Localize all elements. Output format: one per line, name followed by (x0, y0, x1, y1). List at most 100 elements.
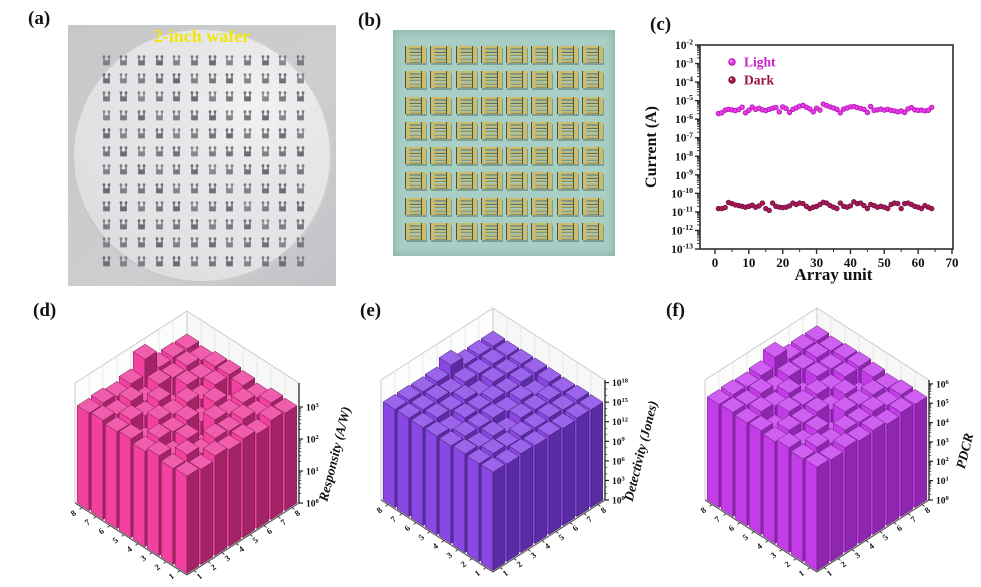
wafer-device (133, 69, 151, 87)
wafer-device (150, 161, 168, 179)
wafer-device (221, 252, 239, 270)
wafer-device (115, 234, 133, 252)
wafer-device (292, 88, 310, 106)
electrode-device (405, 147, 427, 165)
electrode-device (531, 222, 553, 240)
wafer-device (186, 106, 204, 124)
wafer-device (150, 197, 168, 215)
wafer-device (292, 252, 310, 270)
wafer-device (97, 51, 115, 69)
wafer-device (221, 88, 239, 106)
wafer-device (133, 216, 151, 234)
bars-3d (382, 330, 604, 571)
electrode-device (556, 147, 578, 165)
wafer-device (115, 51, 133, 69)
wafer-device (256, 51, 274, 69)
series-light (715, 101, 935, 117)
electrode-device (581, 121, 603, 139)
wafer-device (150, 216, 168, 234)
svg-text:7: 7 (908, 513, 918, 524)
wafer-device (274, 179, 292, 197)
wafer-device (203, 179, 221, 197)
wafer-device (150, 142, 168, 160)
wafer-device (186, 179, 204, 197)
svg-text:7: 7 (82, 516, 92, 527)
wafer-device (133, 161, 151, 179)
wafer-device (221, 197, 239, 215)
wafer-device (186, 124, 204, 142)
svg-text:5: 5 (250, 535, 260, 545)
svg-text:1: 1 (500, 568, 510, 578)
wafer-device (97, 69, 115, 87)
svg-text:4: 4 (236, 543, 246, 554)
electrode-device (581, 96, 603, 114)
electrode-device (506, 46, 528, 64)
wafer-device (150, 88, 168, 106)
electrode-device (506, 96, 528, 114)
wafer-device (256, 252, 274, 270)
wafer-device (186, 216, 204, 234)
electrode-device (556, 96, 578, 114)
svg-text:6: 6 (570, 523, 580, 533)
wafer-device (97, 179, 115, 197)
svg-text:3: 3 (138, 553, 148, 563)
wafer-device (133, 142, 151, 160)
electrode-device (430, 96, 452, 114)
electrode-device (455, 172, 477, 190)
svg-text:6: 6 (96, 526, 106, 536)
wafer-device (150, 234, 168, 252)
electrode-device (531, 121, 553, 139)
wafer-device (239, 106, 257, 124)
wafer-device (97, 142, 115, 160)
electrode-device (405, 46, 427, 64)
wafer-device (221, 216, 239, 234)
svg-text:10-8: 10-8 (675, 149, 693, 163)
wafer-device (256, 124, 274, 142)
electrode-device (405, 71, 427, 89)
svg-text:10-10: 10-10 (671, 186, 693, 200)
wafer-device (115, 179, 133, 197)
wafer-device (221, 69, 239, 87)
wafer-device (203, 124, 221, 142)
electrode-device (480, 46, 502, 64)
electrode-device (581, 71, 603, 89)
svg-text:2: 2 (514, 559, 524, 569)
wafer-device (203, 69, 221, 87)
electrode-device (556, 172, 578, 190)
wafer-device (274, 234, 292, 252)
svg-text:10-3: 10-3 (675, 56, 693, 70)
electrode-device (480, 96, 502, 114)
wafer-device (186, 88, 204, 106)
svg-text:70: 70 (946, 255, 959, 270)
wafer-device (168, 252, 186, 270)
wafer-device (292, 179, 310, 197)
electrode-device (455, 46, 477, 64)
electrode-device (480, 121, 502, 139)
wafer-device (256, 179, 274, 197)
svg-text:1: 1 (166, 571, 176, 581)
svg-text:10-5: 10-5 (675, 93, 693, 107)
svg-text:2: 2 (838, 559, 848, 569)
wafer-device (133, 51, 151, 69)
svg-text:10-9: 10-9 (675, 167, 693, 181)
wafer-device-grid (97, 51, 309, 270)
wafer-device (168, 216, 186, 234)
svg-text:101: 101 (306, 466, 319, 478)
wafer-device (292, 51, 310, 69)
svg-text:4: 4 (124, 543, 134, 554)
wafer-device (256, 69, 274, 87)
electrode-device (480, 197, 502, 215)
svg-text:10-6: 10-6 (675, 112, 693, 126)
wafer-device (168, 179, 186, 197)
wafer-device (115, 216, 133, 234)
wafer-device (150, 124, 168, 142)
wafer-device (168, 51, 186, 69)
electrode-device (455, 147, 477, 165)
wafer-device (186, 234, 204, 252)
wafer-caption: 2-inch wafer (153, 26, 251, 46)
svg-text:60: 60 (912, 255, 925, 270)
svg-text:10-11: 10-11 (672, 205, 694, 219)
wafer-device (150, 51, 168, 69)
wafer-device (256, 161, 274, 179)
